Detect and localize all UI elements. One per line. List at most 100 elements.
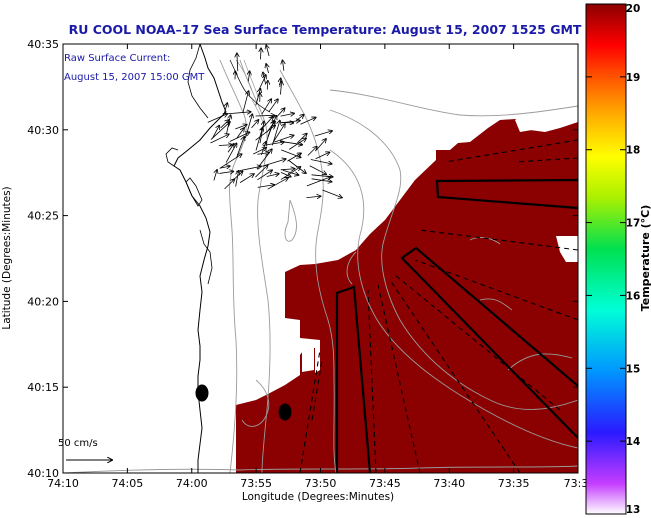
current-vector [280,81,281,95]
current-vector [274,135,293,143]
scale-label: 50 cm/s [58,438,98,449]
y-tick-label: 40:10 [27,467,59,480]
current-vector [260,48,261,60]
y-tick-label: 40:35 [27,38,59,51]
current-vector [257,170,272,181]
y-axis: 40:10 40:15 40:20 40:25 40:30 40:35 [27,38,578,480]
colorbar-ticks: 13 14 15 16 17 18 19 20 [586,3,640,516]
chart-title: RU COOL NOAA–17 Sea Surface Temperature:… [69,22,582,37]
current-vector [306,196,320,198]
colorbar-tick-label: 17 [626,218,641,230]
current-vectors [207,45,342,198]
current-vector [267,81,268,90]
current-vector [261,99,271,115]
current-vector [268,99,278,113]
current-vector [207,114,227,123]
y-tick-label: 40:15 [27,381,59,394]
current-vector [225,112,250,114]
station-marker [195,384,209,402]
current-vector [280,169,295,170]
x-tick-label: 73:55 [240,477,272,490]
current-vector [224,103,227,114]
current-vector [266,45,269,57]
current-vector [213,170,217,181]
current-vector [253,148,266,155]
current-vector [251,120,259,129]
current-vector [258,75,266,91]
current-vector [280,172,291,176]
current-vector [212,125,219,139]
current-vector [311,175,333,177]
current-vector [255,89,261,106]
current-vector [260,117,273,131]
current-vector [210,122,230,140]
current-vector [289,138,306,150]
y-tick-label: 40:25 [27,210,59,223]
current-vector [255,165,267,178]
annotation-line-2: August 15, 2007 15:00 GMT [64,72,205,83]
colorbar-tick-label: 13 [626,504,641,516]
x-axis-label: Longitude (Degrees:Minutes) [242,491,394,503]
current-vector [288,159,306,173]
current-vector [259,121,264,144]
current-vector [322,189,342,198]
current-vector [266,64,268,74]
y-axis-label: Latitude (Degrees:Minutes) [1,186,13,329]
current-vector [307,147,317,156]
current-vector [219,166,230,168]
current-vector [300,117,315,125]
current-vector [267,178,288,190]
current-vector [262,142,284,146]
current-vector [310,159,332,164]
x-tick-label: 74:00 [176,477,208,490]
x-tick-label: 73:40 [433,477,465,490]
x-tick-label: 73:3 [564,477,589,490]
current-vector [255,125,276,141]
current-vector [236,128,244,139]
current-vector [282,60,283,71]
station-marker [278,403,292,421]
colorbar-label: Temperature (°C) [639,205,651,312]
current-vector [255,127,263,151]
plot-area [63,44,578,473]
current-vector [306,177,330,187]
annotation-line-1: Raw Surface Current: [64,53,170,64]
current-vector [239,174,254,183]
current-vector [315,152,330,160]
current-vector [309,165,326,175]
current-vector [242,91,249,113]
current-vector [280,113,294,116]
colorbar-tick-label: 15 [626,363,641,375]
y-tick-label: 40:30 [27,124,59,137]
current-vector [237,53,238,72]
x-tick-label: 74:05 [112,477,144,490]
colorbar-tick-label: 14 [626,436,641,448]
current-vector [235,171,239,187]
colorbar [585,3,627,515]
current-vector [229,132,250,142]
colorbar-tick-label: 18 [626,145,641,157]
current-vector [280,149,300,158]
current-vector [282,169,299,175]
current-vector [276,108,285,118]
current-vector [295,115,304,122]
colorbar-tick-label: 20 [626,3,641,15]
current-vector [257,153,269,155]
current-vector [280,78,281,87]
colorbar-tick-label: 16 [626,290,641,302]
current-vector [236,137,244,157]
x-tick-label: 73:45 [369,477,401,490]
current-vector [297,134,307,144]
colorbar-tick-label: 19 [626,72,641,84]
current-vector [248,71,249,82]
current-vector [262,159,286,167]
current-vector [266,121,275,133]
current-vector [257,185,274,188]
current-vector [272,124,285,144]
x-tick-label: 73:50 [305,477,337,490]
x-axis: 74:10 74:05 74:00 73:55 73:50 73:45 73:40 73:3 5… [47,44,588,490]
current-vector [219,171,233,173]
y-tick-label: 40:20 [27,295,59,308]
x-tick-label: 74:10 [47,477,79,490]
